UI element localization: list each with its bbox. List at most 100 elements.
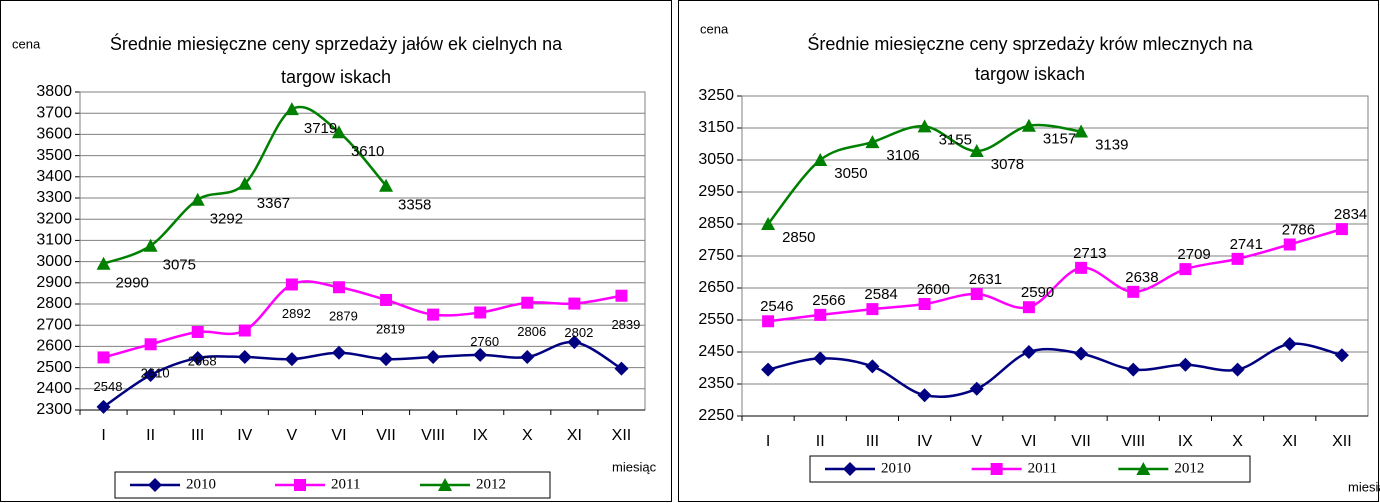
x-tick-label: VII [1071,433,1091,450]
y-tick-label: 2400 [36,380,72,397]
x-tick-label: IX [473,427,488,444]
y-tick-label: 3250 [698,87,734,104]
x-tick-label: XII [1332,433,1352,450]
marker [331,125,346,139]
y-tick-label: 2550 [698,311,734,328]
marker [427,308,440,321]
data-label: 2834 [1334,206,1367,223]
marker [1335,223,1348,236]
marker [990,463,1003,475]
data-label: 3155 [939,131,972,148]
x-tick-label: V [971,433,982,450]
data-label: 2566 [812,292,845,309]
marker [294,479,306,491]
data-label: 3139 [1095,136,1128,153]
marker [1179,263,1192,276]
marker [143,238,158,252]
x-tick-label: IV [917,433,932,450]
data-label: 2610 [141,366,170,381]
marker [1074,346,1089,361]
y-tick-label: 2800 [36,295,72,312]
y-tick-label: 3800 [36,83,72,100]
data-label: 2741 [1230,236,1263,253]
marker [761,362,776,377]
data-label: 2548 [94,379,123,394]
x-tick-label: IX [1178,433,1193,450]
marker [473,347,488,362]
y-tick-label: 3050 [698,151,734,168]
panel [678,0,1379,502]
chart-title: targow iskach [975,64,1085,84]
marker [438,478,452,491]
data-label: 3358 [398,197,431,214]
x-tick-label: VI [331,427,346,444]
marker [190,192,205,206]
marker [285,278,298,291]
x-tick-label: VIII [1121,433,1145,450]
marker [1126,362,1141,377]
y-axis-label: cena [12,36,41,51]
x-tick-label: X [522,427,533,444]
marker [284,352,299,367]
y-tick-label: 2650 [698,279,734,296]
legend-label: 2011 [331,476,360,492]
marker [1178,357,1193,372]
marker [918,298,931,310]
data-label: 3367 [257,195,290,212]
data-label: 2546 [760,298,793,315]
x-tick-label: VIII [421,427,445,444]
chart-title: Średnie miesięczne ceny sprzedaży krów m… [807,33,1253,54]
x-tick-label: I [766,433,770,450]
marker [96,256,111,270]
marker [332,281,345,294]
chart-title: Średnie miesięczne ceny sprzedaży jałów … [110,33,563,54]
data-label: 2668 [188,353,217,368]
x-tick-label: III [866,433,879,450]
x-tick-label: VII [376,427,396,444]
y-tick-label: 3700 [36,104,72,121]
data-label: 3075 [163,257,196,274]
x-tick-label: II [146,427,155,444]
data-label: 2819 [376,321,405,336]
marker [917,388,932,403]
marker [865,359,880,374]
marker [237,350,252,364]
marker [865,135,880,149]
marker [426,350,441,364]
marker [238,324,251,337]
legend-label: 2010 [186,476,216,492]
marker [474,306,487,319]
y-tick-label: 3600 [36,126,72,143]
y-tick-label: 2850 [698,215,734,232]
marker [1283,238,1296,251]
x-tick-label: XII [612,427,632,444]
data-label: 3106 [886,147,919,164]
y-tick-label: 2900 [36,274,72,291]
x-tick-label: III [191,427,204,444]
marker [917,119,932,133]
x-tick-label: V [287,427,298,444]
marker [143,368,158,383]
marker [1136,462,1151,475]
marker [843,462,857,476]
legend-label: 2012 [1174,460,1204,476]
data-label: 2600 [917,281,950,298]
x-tick-label: XI [1282,433,1297,450]
y-tick-label: 2600 [36,338,72,355]
data-label: 2850 [782,229,815,246]
y-tick-label: 3100 [36,232,72,249]
data-label: 3157 [1043,131,1076,148]
data-label: 3610 [351,143,384,160]
marker [96,399,111,414]
data-label: 3719 [304,120,337,137]
y-tick-label: 2350 [698,375,734,392]
data-label: 2806 [517,324,546,339]
marker [520,350,535,364]
marker [614,361,629,376]
legend-label: 2012 [476,476,506,492]
data-label: 3078 [991,156,1024,173]
data-label: 2879 [329,309,358,324]
marker [237,176,252,190]
y-tick-label: 2750 [698,247,734,264]
marker [1022,301,1035,314]
